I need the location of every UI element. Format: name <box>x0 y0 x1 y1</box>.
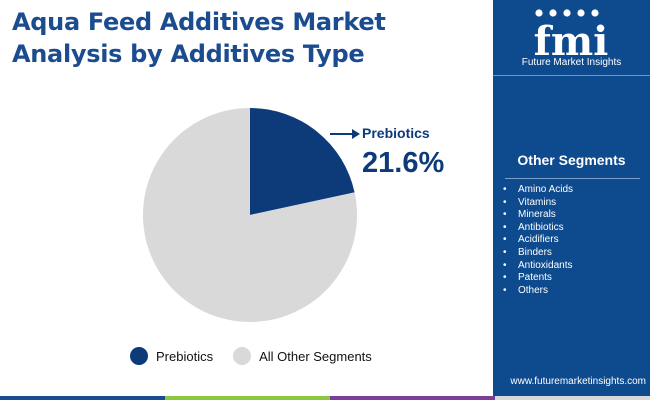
segment-item: Patents <box>503 272 573 285</box>
logo-dot-icon <box>549 9 557 17</box>
other-segments-rule <box>505 178 640 179</box>
legend-label-prebiotics: Prebiotics <box>156 348 214 364</box>
logo-dot-icon <box>591 9 599 17</box>
fmi-logo-mark: fmi <box>534 9 609 65</box>
sidebar-divider <box>493 75 650 76</box>
legend-swatch-other <box>233 347 252 365</box>
chart-legend: Prebiotics All Other Segments <box>130 347 392 365</box>
legend-item-other: All Other Segments <box>233 347 372 365</box>
accent-segment <box>495 396 650 400</box>
other-segments-title: Other Segments <box>517 152 626 168</box>
logo-letters: fmi <box>534 18 609 60</box>
pie-slices <box>142 108 357 322</box>
fmi-logo: fmi Future Market Insights <box>493 0 650 75</box>
pie-slice-all-other-segments <box>142 108 357 322</box>
other-segments-list: Amino AcidsVitaminsMineralsAntibioticsAc… <box>503 184 573 297</box>
legend-label-other: All Other Segments <box>259 348 372 364</box>
chart-title: Aqua Feed Additives Market Analysis by A… <box>12 6 482 70</box>
segment-item: Antibiotics <box>503 222 573 235</box>
accent-segment <box>330 396 495 400</box>
title-line-1: Aqua Feed Additives Market <box>12 8 386 36</box>
segment-item: Minerals <box>503 209 573 222</box>
callout: Prebiotics 21.6% <box>330 125 444 179</box>
legend-item-prebiotics: Prebiotics <box>130 347 213 365</box>
pie-slice-prebiotics <box>250 108 355 215</box>
segment-item: Acidifiers <box>503 234 573 247</box>
segment-item: Others <box>503 285 573 298</box>
sidebar-panel: fmi Future Market Insights Other Segment… <box>493 0 650 400</box>
segment-item: Antioxidants <box>503 260 573 273</box>
callout-label: Prebiotics <box>362 125 430 141</box>
segment-item: Amino Acids <box>503 184 573 197</box>
callout-arrow-icon <box>352 129 360 139</box>
legend-swatch-prebiotics <box>130 347 148 365</box>
pie-chart: Prebiotics 21.6% <box>142 108 444 322</box>
website-url: www.futuremarketinsights.com <box>510 376 646 387</box>
segment-item: Binders <box>503 247 573 260</box>
accent-segment <box>0 396 165 400</box>
callout-value: 21.6% <box>362 147 444 179</box>
brand-name: Future Market Insights <box>521 57 622 68</box>
bottom-accent-bar <box>0 396 650 400</box>
segment-item: Vitamins <box>503 197 573 210</box>
logo-dot-icon <box>563 9 571 17</box>
logo-dot-icon <box>577 9 585 17</box>
title-line-2: Analysis by Additives Type <box>12 40 365 68</box>
accent-segment <box>165 396 330 400</box>
logo-dot-icon <box>535 9 543 17</box>
